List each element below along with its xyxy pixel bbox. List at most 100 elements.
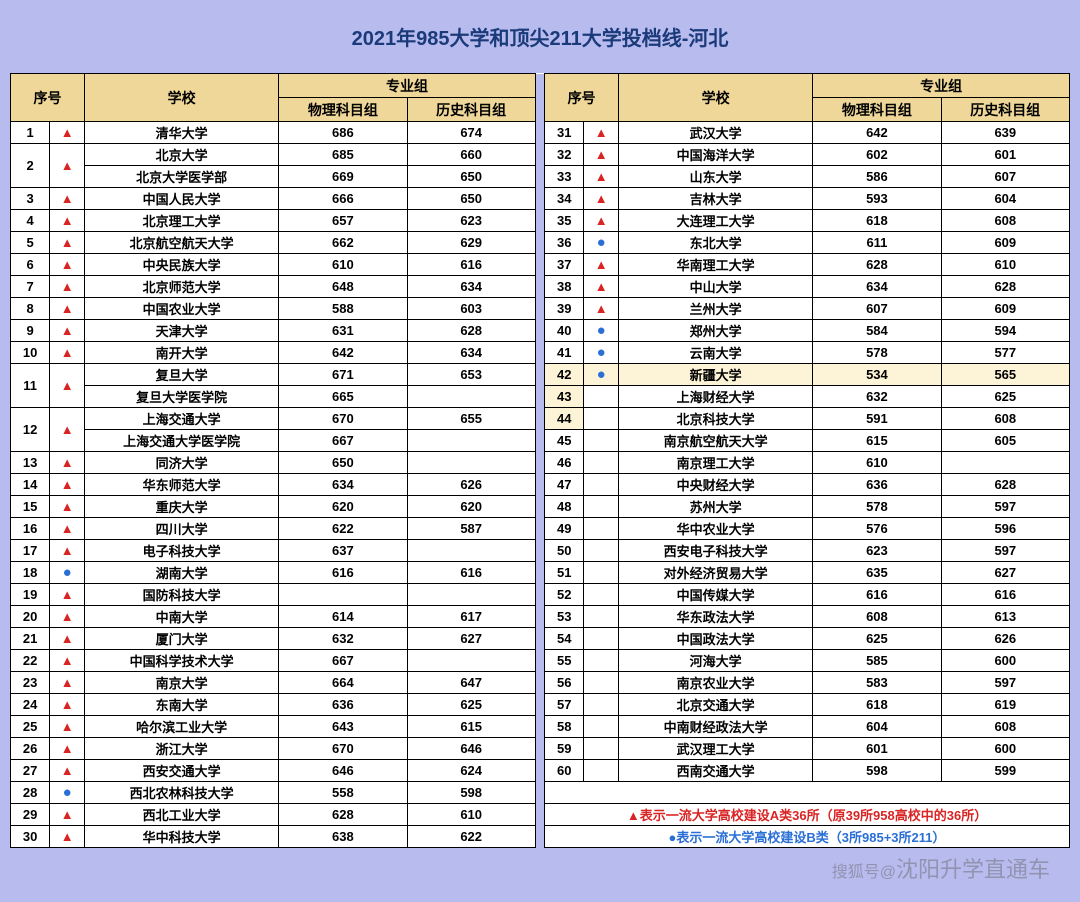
legend-spacer <box>545 782 1070 804</box>
cell-school: 武汉理工大学 <box>619 738 813 760</box>
cell-num: 32 <box>545 144 584 166</box>
cell-mark <box>584 716 619 738</box>
cell-physics: 625 <box>813 628 941 650</box>
cell-history: 610 <box>407 804 535 826</box>
cell-mark: ▲ <box>50 188 85 210</box>
cell-physics: 586 <box>813 166 941 188</box>
cell-school: 北京航空航天大学 <box>84 232 278 254</box>
cell-history: 660 <box>407 144 535 166</box>
cell-physics: 576 <box>813 518 941 540</box>
th-group-left: 专业组 <box>279 74 536 98</box>
th-physics-right: 物理科目组 <box>813 98 941 122</box>
cell-num: 37 <box>545 254 584 276</box>
cell-school: 北京大学医学部 <box>84 166 278 188</box>
cell-history <box>941 452 1069 474</box>
cell-num: 28 <box>11 782 50 804</box>
cell-school: 国防科技大学 <box>84 584 278 606</box>
cell-num: 40 <box>545 320 584 342</box>
cell-history: 609 <box>941 232 1069 254</box>
cell-physics: 670 <box>279 738 407 760</box>
cell-history: 616 <box>941 584 1069 606</box>
cell-school: 中央财经大学 <box>619 474 813 496</box>
cell-physics: 631 <box>279 320 407 342</box>
cell-mark: ▲ <box>50 606 85 628</box>
cell-school: 重庆大学 <box>84 496 278 518</box>
cell-physics: 618 <box>813 210 941 232</box>
cell-school: 浙江大学 <box>84 738 278 760</box>
cell-mark: ▲ <box>50 738 85 760</box>
cell-mark: ▲ <box>50 254 85 276</box>
cell-school: 清华大学 <box>84 122 278 144</box>
cell-num: 27 <box>11 760 50 782</box>
cell-school: 中国海洋大学 <box>619 144 813 166</box>
cell-num: 33 <box>545 166 584 188</box>
cell-num: 4 <box>11 210 50 232</box>
cell-history: 639 <box>941 122 1069 144</box>
cell-history: 608 <box>941 210 1069 232</box>
cell-school: 中国人民大学 <box>84 188 278 210</box>
cell-school: 天津大学 <box>84 320 278 342</box>
cell-history <box>407 386 535 408</box>
cell-school: 山东大学 <box>619 166 813 188</box>
cell-mark <box>584 628 619 650</box>
cell-physics: 664 <box>279 672 407 694</box>
th-school-left: 学校 <box>84 74 278 122</box>
cell-school: 中山大学 <box>619 276 813 298</box>
cell-history: 653 <box>407 364 535 386</box>
cell-num: 3 <box>11 188 50 210</box>
cell-num: 13 <box>11 452 50 474</box>
th-num-left: 序号 <box>11 74 85 122</box>
cell-history: 609 <box>941 298 1069 320</box>
cell-mark: ▲ <box>50 276 85 298</box>
cell-physics: 584 <box>813 320 941 342</box>
cell-num: 47 <box>545 474 584 496</box>
cell-physics: 591 <box>813 408 941 430</box>
cell-physics: 623 <box>813 540 941 562</box>
cell-physics: 578 <box>813 496 941 518</box>
cell-num: 41 <box>545 342 584 364</box>
cell-num: 29 <box>11 804 50 826</box>
cell-mark: ● <box>584 364 619 386</box>
cell-mark: ▲ <box>50 210 85 232</box>
cell-school: 北京大学 <box>84 144 278 166</box>
cell-physics: 588 <box>279 298 407 320</box>
cell-history: 624 <box>407 760 535 782</box>
cell-physics: 636 <box>813 474 941 496</box>
cell-school: 华东政法大学 <box>619 606 813 628</box>
cell-school: 河海大学 <box>619 650 813 672</box>
cell-history: 622 <box>407 826 535 848</box>
cell-mark: ▲ <box>50 122 85 144</box>
cell-num: 9 <box>11 320 50 342</box>
cell-school: 西南交通大学 <box>619 760 813 782</box>
cell-num: 44 <box>545 408 584 430</box>
cell-school: 吉林大学 <box>619 188 813 210</box>
cell-school: 新疆大学 <box>619 364 813 386</box>
cell-mark: ▲ <box>584 298 619 320</box>
cell-num: 14 <box>11 474 50 496</box>
cell-mark <box>584 386 619 408</box>
cell-history: 610 <box>941 254 1069 276</box>
cell-mark: ▲ <box>50 452 85 474</box>
cell-history: 625 <box>407 694 535 716</box>
cell-mark: ▲ <box>50 144 85 188</box>
cell-mark <box>584 430 619 452</box>
cell-school: 哈尔滨工业大学 <box>84 716 278 738</box>
cell-history: 615 <box>407 716 535 738</box>
cell-physics: 593 <box>813 188 941 210</box>
cell-num: 52 <box>545 584 584 606</box>
cell-school: 东北大学 <box>619 232 813 254</box>
cell-mark <box>584 408 619 430</box>
cell-physics: 650 <box>279 452 407 474</box>
cell-num: 19 <box>11 584 50 606</box>
cell-school: 南京农业大学 <box>619 672 813 694</box>
cell-physics: 669 <box>279 166 407 188</box>
cell-school: 南京航空航天大学 <box>619 430 813 452</box>
th-school-right: 学校 <box>619 74 813 122</box>
cell-mark: ▲ <box>50 584 85 606</box>
cell-history: 626 <box>941 628 1069 650</box>
cell-num: 26 <box>11 738 50 760</box>
cell-school: 中央民族大学 <box>84 254 278 276</box>
page-title: 2021年985大学和顶尖211大学投档线-河北 <box>10 10 1070 73</box>
cell-school: 中国农业大学 <box>84 298 278 320</box>
cell-physics: 602 <box>813 144 941 166</box>
